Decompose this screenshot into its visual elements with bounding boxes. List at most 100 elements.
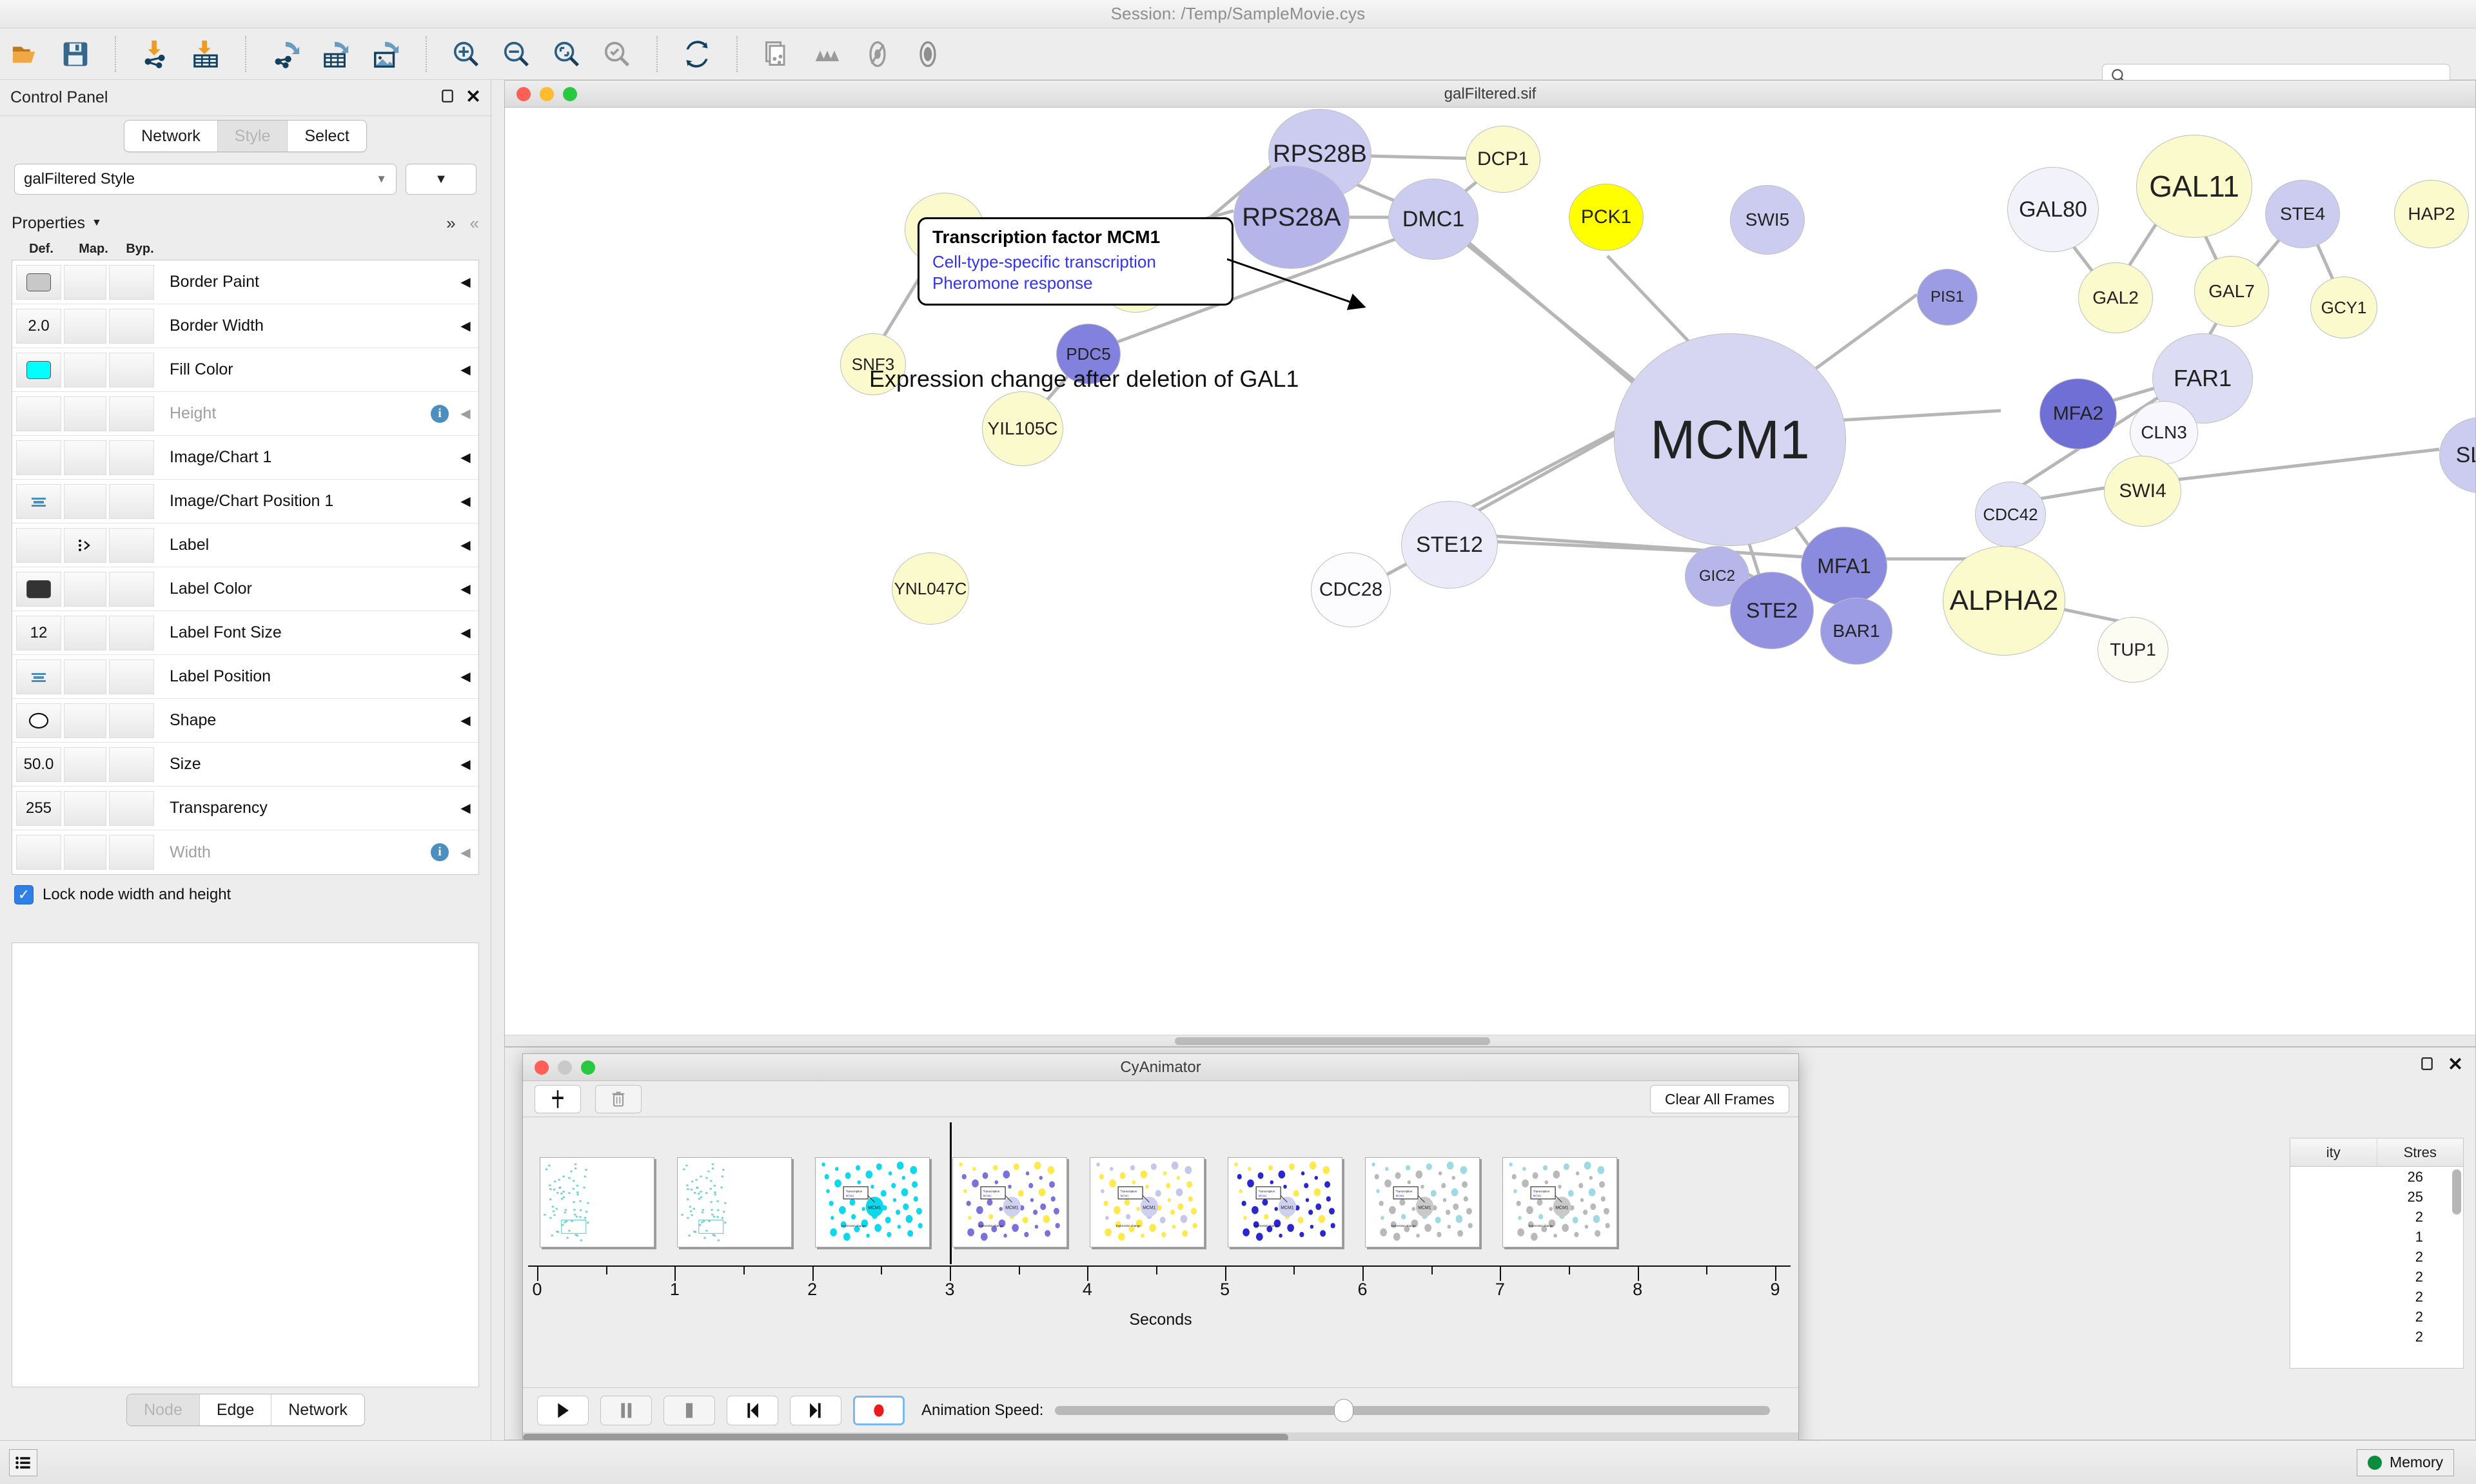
maximize-window-button[interactable]: [563, 86, 577, 101]
property-bypass-cell[interactable]: [109, 527, 154, 563]
float-panel-icon[interactable]: [440, 89, 455, 106]
delete-frame-button[interactable]: [595, 1084, 642, 1113]
save-session-icon[interactable]: [50, 31, 101, 77]
record-button[interactable]: [853, 1396, 905, 1425]
network-node[interactable]: CDC28: [1311, 552, 1391, 627]
property-bypass-cell[interactable]: [109, 615, 154, 650]
property-default-cell[interactable]: [16, 703, 61, 738]
timeline-frame[interactable]: MCM1 Transcription MCM1 Expression change: [1365, 1157, 1480, 1247]
property-row[interactable]: 50.0 Size ◀: [12, 743, 478, 786]
fit-network-icon[interactable]: [542, 31, 592, 77]
property-row[interactable]: Image/Chart 1 ◀: [12, 436, 478, 480]
property-mapping-cell[interactable]: [64, 571, 106, 607]
network-node[interactable]: BAR1: [1820, 598, 1892, 665]
network-node[interactable]: YIL105C: [982, 391, 1063, 466]
property-default-cell[interactable]: [16, 835, 61, 870]
property-mapping-cell[interactable]: [64, 483, 106, 519]
property-bypass-cell[interactable]: [109, 308, 154, 344]
zoom-out-icon[interactable]: [491, 31, 542, 77]
chevron-down-icon[interactable]: ▼: [91, 217, 102, 228]
property-mapping-cell[interactable]: [64, 790, 106, 826]
property-default-cell[interactable]: [16, 483, 61, 519]
network-node[interactable]: YNL047C: [892, 552, 969, 625]
timeline-playhead[interactable]: [950, 1122, 952, 1264]
property-expand-arrow[interactable]: ◀: [460, 801, 471, 815]
property-bypass-cell[interactable]: [109, 571, 154, 607]
export-network-icon[interactable]: [260, 31, 311, 77]
table-cell[interactable]: 2: [2415, 1328, 2423, 1345]
table-cell[interactable]: 2: [2415, 1308, 2423, 1325]
property-bypass-cell[interactable]: [109, 703, 154, 738]
table-cell[interactable]: 2: [2415, 1248, 2423, 1265]
network-node[interactable]: STE12: [1401, 501, 1498, 589]
network-canvas[interactable]: RPS28B DCP1 RPS28A DMC1 PCK1 SWI5 GAL80 GAL11 ST…: [505, 108, 2475, 1046]
property-row[interactable]: Fill Color ◀: [12, 348, 478, 392]
network-horizontal-scrollbar[interactable]: [505, 1035, 2475, 1046]
property-bypass-cell[interactable]: [109, 483, 154, 519]
hide-selected-icon[interactable]: [802, 31, 852, 77]
import-table-icon[interactable]: [181, 31, 231, 77]
property-default-cell[interactable]: [16, 527, 61, 563]
network-edge[interactable]: [1449, 531, 1834, 561]
network-node[interactable]: PDC5: [1056, 324, 1121, 384]
maximize-window-button[interactable]: [581, 1060, 595, 1075]
network-node[interactable]: STE4: [2265, 180, 2340, 248]
network-node[interactable]: GAL2: [2078, 262, 2153, 333]
network-node[interactable]: DCP1: [1466, 126, 1540, 193]
property-default-cell[interactable]: [16, 264, 61, 300]
table-cell[interactable]: 1: [2415, 1228, 2423, 1245]
table-cell[interactable]: 2: [2415, 1268, 2423, 1285]
network-node[interactable]: MCM1: [1614, 333, 1846, 546]
property-default-cell[interactable]: [16, 352, 61, 387]
timeline-frame[interactable]: [540, 1157, 654, 1247]
property-expand-arrow[interactable]: ◀: [460, 538, 471, 552]
property-bypass-cell[interactable]: [109, 440, 154, 475]
tab-style[interactable]: Style: [217, 120, 288, 152]
property-default-cell[interactable]: [16, 440, 61, 475]
clear-all-frames-button[interactable]: Clear All Frames: [1650, 1085, 1789, 1113]
property-expand-arrow[interactable]: ◀: [460, 714, 471, 728]
network-node[interactable]: GCY1: [2310, 277, 2377, 338]
bottom-tab-node[interactable]: Node: [127, 1394, 200, 1425]
property-expand-arrow[interactable]: ◀: [460, 494, 471, 509]
property-row[interactable]: Shape ◀: [12, 699, 478, 743]
property-bypass-cell[interactable]: [109, 264, 154, 300]
timeline-frame[interactable]: MCM1 Transcription MCM1 Expression change: [1502, 1157, 1618, 1247]
network-node[interactable]: CLN3: [2130, 401, 2198, 464]
property-mapping-cell[interactable]: [64, 308, 106, 344]
collapse-all-icon[interactable]: «: [469, 213, 479, 233]
property-expand-arrow[interactable]: ◀: [460, 582, 471, 596]
network-node[interactable]: GAL80: [2007, 167, 2099, 252]
column-header-stress[interactable]: Stres: [2403, 1144, 2437, 1160]
property-mapping-cell[interactable]: [64, 615, 106, 650]
zoom-in-icon[interactable]: [441, 31, 491, 77]
tab-select[interactable]: Select: [288, 120, 366, 152]
info-icon[interactable]: i: [431, 843, 449, 861]
property-row[interactable]: Label ◀: [12, 523, 478, 567]
property-default-cell[interactable]: 2.0: [16, 308, 61, 344]
timeline-frame[interactable]: MCM1 Transcription MCM1 Expression change: [1090, 1157, 1205, 1247]
property-expand-arrow[interactable]: ◀: [460, 275, 471, 289]
fit-selected-icon[interactable]: [592, 31, 642, 77]
lock-node-size-row[interactable]: ✓ Lock node width and height: [14, 885, 491, 904]
property-expand-arrow[interactable]: ◀: [460, 845, 471, 860]
close-icon[interactable]: [2448, 1057, 2462, 1074]
network-node[interactable]: RPS28A: [1233, 166, 1350, 269]
property-bypass-cell[interactable]: [109, 659, 154, 694]
network-node[interactable]: DMC1: [1388, 179, 1479, 260]
timeline-frame[interactable]: [677, 1157, 792, 1247]
network-node[interactable]: FAR1: [2152, 333, 2253, 424]
property-expand-arrow[interactable]: ◀: [460, 757, 471, 772]
animation-speed-slider[interactable]: [1055, 1399, 1770, 1422]
property-default-cell[interactable]: 255: [16, 790, 61, 826]
network-node[interactable]: SWI5: [1730, 185, 1805, 255]
property-row[interactable]: Label Color ◀: [12, 567, 478, 611]
network-node[interactable]: PIS1: [1917, 269, 1978, 326]
lock-node-size-checkbox[interactable]: ✓: [14, 885, 34, 904]
property-bypass-cell[interactable]: [109, 352, 154, 387]
tab-network[interactable]: Network: [124, 120, 218, 152]
property-default-cell[interactable]: [16, 659, 61, 694]
animation-speed-knob[interactable]: [1333, 1399, 1353, 1422]
table-vertical-scrollbar[interactable]: [2452, 1169, 2461, 1215]
network-node[interactable]: STE2: [1730, 572, 1814, 649]
